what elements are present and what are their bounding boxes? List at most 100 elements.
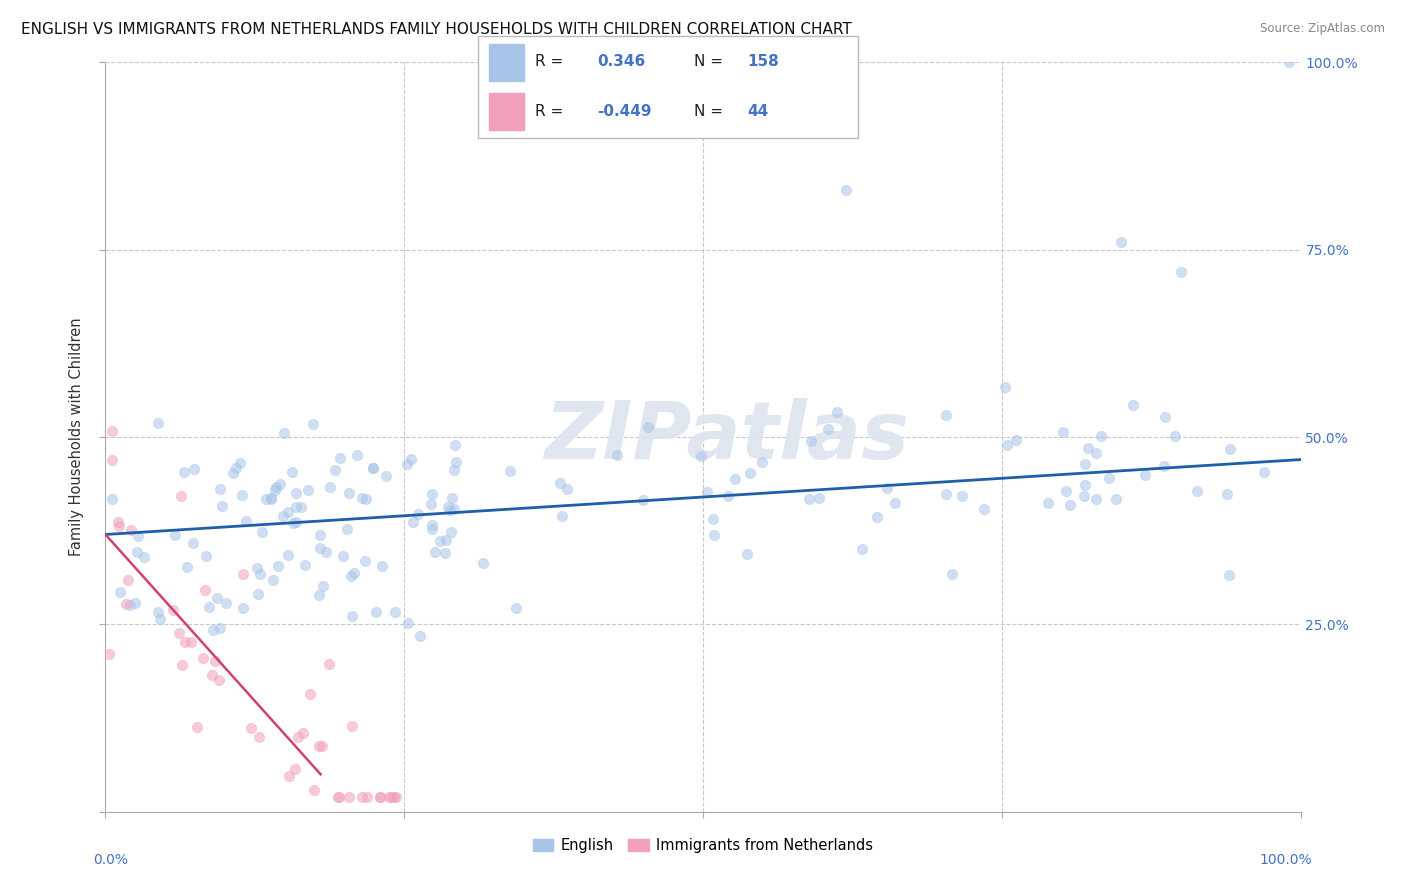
Point [346,448,368,462]
Point [1111,235,1133,250]
FancyBboxPatch shape [489,93,523,130]
Point [281,516,304,531]
Point [368,789,391,804]
Text: ZIPatlas: ZIPatlas [544,398,910,476]
Point [396,616,419,631]
Point [354,554,377,568]
Point [406,507,429,521]
Legend: English, Immigrants from Netherlands: English, Immigrants from Netherlands [526,831,880,861]
Point [277,769,299,783]
Point [375,469,398,483]
Point [1084,445,1107,459]
Point [876,481,898,495]
Point [1218,568,1240,582]
Point [472,556,495,570]
Point [434,533,457,548]
Point [1219,442,1241,456]
Point [433,545,456,559]
Point [209,620,232,634]
Point [117,573,139,587]
Point [167,626,190,640]
Point [1187,483,1209,498]
Point [193,650,215,665]
Point [277,505,299,519]
Text: 100.0%: 100.0% [1260,853,1313,867]
Point [308,739,330,753]
Point [851,541,873,556]
Point [738,467,761,481]
Point [371,558,394,573]
Point [229,456,252,470]
Point [124,596,146,610]
Point [294,558,316,573]
Point [696,484,718,499]
Point [342,719,364,733]
Point [440,491,463,506]
Point [1052,425,1074,439]
Point [505,601,527,615]
Point [690,449,713,463]
Point [350,789,373,804]
Point [444,455,467,469]
Point [231,488,253,502]
Point [1277,55,1299,70]
Point [1153,409,1175,424]
Point [399,451,422,466]
Point [311,739,333,753]
Point [315,545,337,559]
Point [284,515,307,529]
Point [284,762,307,776]
Point [340,609,363,624]
Point [207,591,229,605]
Point [1074,478,1097,492]
Point [181,536,204,550]
Point [100,453,122,467]
Point [173,635,195,649]
Point [735,547,758,561]
Point [107,515,129,529]
Point [443,502,465,516]
Point [225,461,247,475]
Point [1133,467,1156,482]
Point [1090,429,1112,443]
Point [149,612,172,626]
Point [297,483,319,497]
Point [350,491,373,506]
Point [343,566,366,581]
Point [250,524,273,539]
Point [835,183,858,197]
Text: N =: N = [695,54,724,70]
Point [162,603,184,617]
Point [384,606,406,620]
Point [318,480,340,494]
Point [302,417,325,431]
Point [356,492,378,507]
Point [312,579,335,593]
Point [263,483,285,498]
Text: -0.449: -0.449 [598,103,652,119]
Point [797,492,820,507]
Point [176,559,198,574]
Point [208,673,231,688]
Point [423,545,446,559]
Point [308,588,330,602]
Point [232,600,254,615]
Point [751,455,773,469]
Point [326,789,349,804]
Point [281,465,304,479]
Point [422,518,444,533]
Point [337,486,360,500]
Y-axis label: Family Households with Children: Family Households with Children [69,318,84,557]
Point [318,657,340,671]
Point [703,528,725,542]
Point [995,438,1018,452]
Point [941,566,963,581]
Point [935,486,957,500]
Point [271,508,294,523]
Point [201,668,224,682]
Point [364,605,387,619]
Point [260,491,283,505]
Point [444,438,467,452]
Point [127,529,149,543]
Point [1004,433,1026,447]
